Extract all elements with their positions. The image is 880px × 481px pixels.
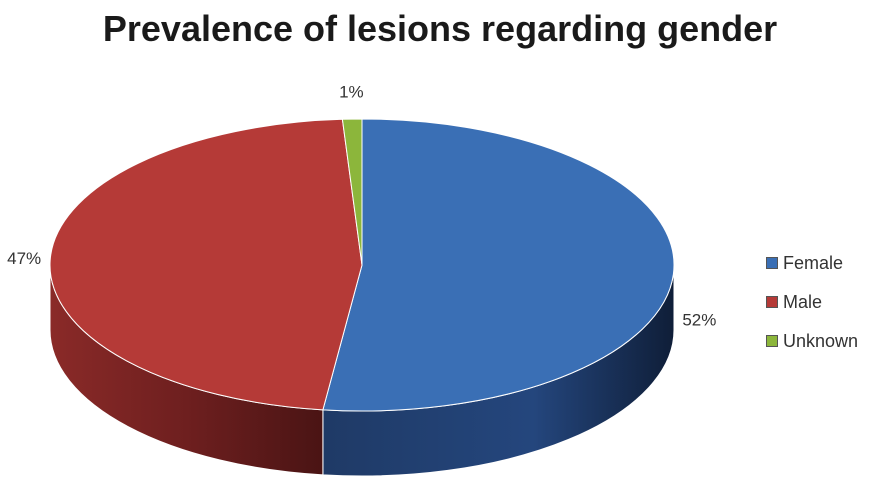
pie-slice-unknown [341,118,363,266]
legend-swatch-unknown [766,335,778,347]
pie-slice-female [322,118,675,412]
legend-swatch-male [766,296,778,308]
pie-data-labels: 52% 47% 1% [7,83,716,330]
legend-swatch-female [766,257,778,269]
legend-label-unknown: Unknown [783,330,859,351]
chart-title: Prevalence of lesions regarding gender [102,8,778,49]
legend-item-unknown: Unknown [766,330,858,352]
legend-label-male: Male [783,291,823,312]
pie-top-faces [49,118,675,412]
data-label-male: 47% [7,249,41,268]
legend-label-female: Female [783,252,844,273]
legend-item-female: Female [766,252,858,274]
legend-item-male: Male [766,291,858,313]
data-label-female: 52% [682,310,716,329]
legend: Female Male Unknown [766,252,858,369]
pie-slice-male [49,118,363,411]
data-label-unknown: 1% [339,83,364,102]
